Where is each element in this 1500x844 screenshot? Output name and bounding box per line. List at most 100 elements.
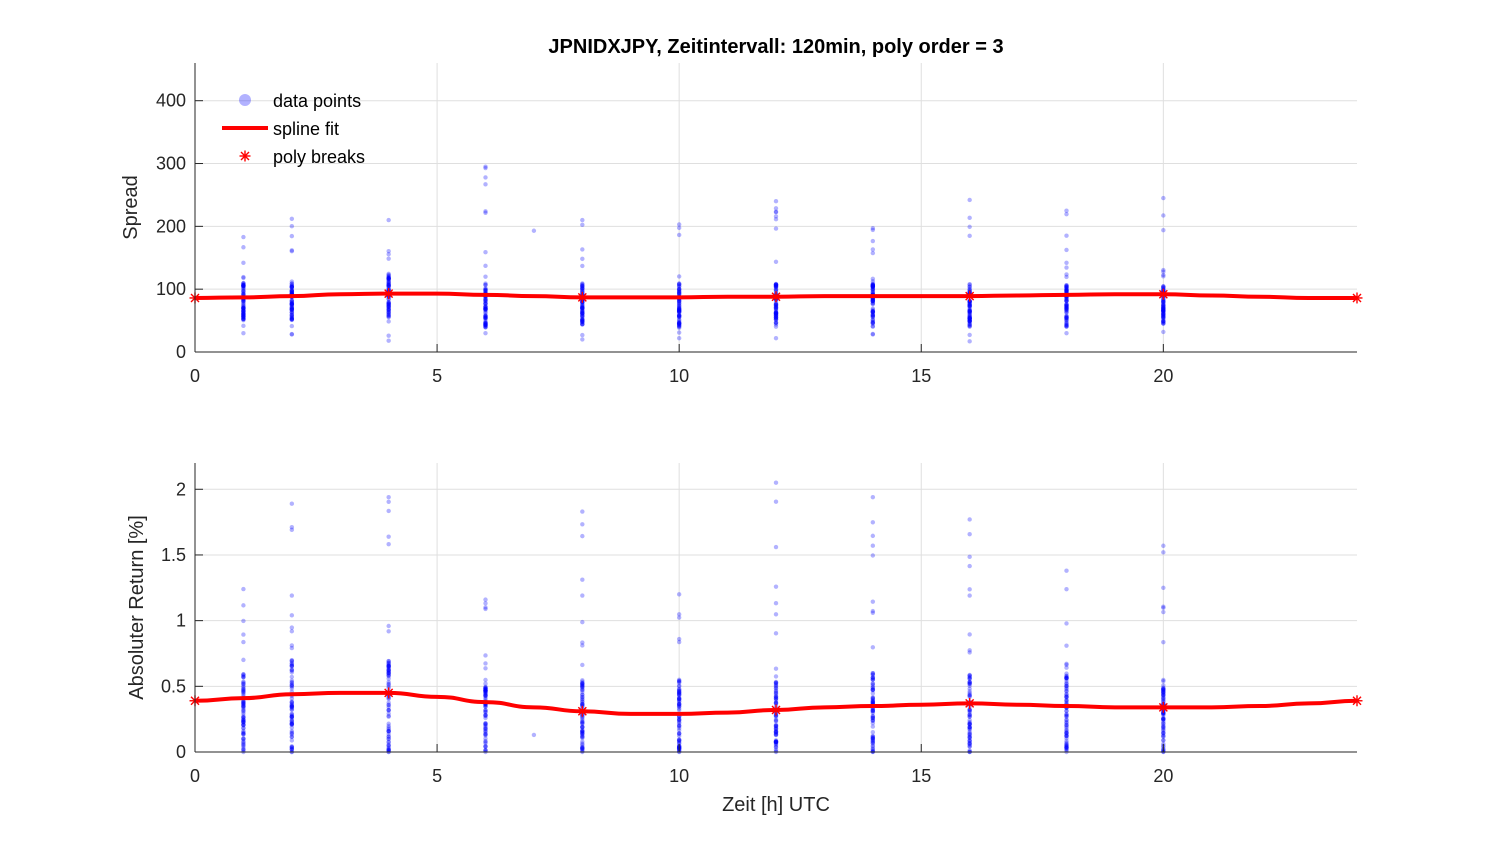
spread-data-point xyxy=(676,286,682,292)
spread-data-point xyxy=(676,232,682,238)
spread-data-point xyxy=(1064,285,1069,290)
return-data-point xyxy=(676,696,682,702)
spread-data-point xyxy=(773,284,779,290)
return-data-point xyxy=(241,681,246,687)
return-data-point xyxy=(870,747,876,752)
spread-data-point xyxy=(241,316,246,321)
spread-data-point xyxy=(1161,312,1166,317)
spread-data-point xyxy=(483,314,488,319)
return-data-point xyxy=(580,741,585,746)
spread-data-point xyxy=(241,311,246,317)
spread-data-point xyxy=(676,281,682,287)
spread-data-point xyxy=(870,297,876,303)
spread-data-point xyxy=(773,306,779,312)
return-data-point xyxy=(967,732,972,737)
return-data-point xyxy=(386,676,391,681)
return-data-point xyxy=(289,711,295,717)
spread-data-point xyxy=(483,314,488,319)
spread-data-point xyxy=(676,330,682,335)
spread-data-point xyxy=(967,322,972,328)
return-data-point xyxy=(1064,719,1069,725)
spread-data-point xyxy=(580,306,585,311)
spread-data-point xyxy=(870,313,876,318)
spread-data-point xyxy=(580,309,585,314)
return-data-point xyxy=(870,739,876,745)
return-data-point xyxy=(241,707,246,712)
return-data-point xyxy=(1064,714,1069,720)
return-data-point xyxy=(386,736,391,742)
return-data-point xyxy=(870,696,876,701)
return-data-point xyxy=(386,662,391,667)
spread-data-point xyxy=(1064,233,1069,238)
return-data-point xyxy=(580,703,585,708)
return-data-point xyxy=(773,722,779,727)
return-data-point xyxy=(289,704,295,710)
return-data-point xyxy=(676,737,682,743)
return-data-point xyxy=(386,494,391,500)
spread-data-point xyxy=(1161,306,1166,311)
spread-data-point xyxy=(241,281,246,286)
spread-data-point xyxy=(1161,311,1166,316)
return-data-point xyxy=(967,673,972,678)
spread-data-point xyxy=(967,309,972,314)
return-data-point xyxy=(386,668,391,673)
return-data-point xyxy=(580,689,585,694)
spread-data-point xyxy=(773,283,779,288)
spread-data-point xyxy=(967,339,972,344)
return-data-point xyxy=(773,679,779,685)
return-data-point xyxy=(386,665,391,670)
spread-data-point xyxy=(386,312,391,317)
return-data-point xyxy=(289,699,295,704)
return-data-point xyxy=(1064,678,1069,684)
return-data-point xyxy=(773,723,779,729)
return-data-point xyxy=(580,735,585,741)
return-data-point xyxy=(289,670,295,675)
spread-data-point xyxy=(241,313,246,318)
return-data-point xyxy=(967,734,972,739)
spread-data-point xyxy=(289,306,295,312)
return-data-point xyxy=(241,692,246,697)
spread-data-point xyxy=(870,310,876,315)
return-data-point xyxy=(386,713,391,719)
spread-data-point xyxy=(676,319,682,325)
return-data-point xyxy=(1064,684,1069,689)
spread-data-point xyxy=(967,310,972,315)
return-data-point xyxy=(870,608,876,614)
return-data-point xyxy=(289,667,295,672)
return-data-point xyxy=(1064,742,1069,748)
spread-data-point xyxy=(289,284,295,290)
spread-data-point xyxy=(580,321,585,327)
return-data-point xyxy=(967,735,972,740)
spread-data-point xyxy=(289,283,295,288)
return-data-point xyxy=(967,722,972,727)
return-data-point xyxy=(289,684,295,689)
return-data-point xyxy=(580,727,585,733)
spread-data-point xyxy=(241,288,246,294)
return-data-point xyxy=(386,740,391,745)
return-data-point xyxy=(773,544,779,550)
spread-data-point xyxy=(483,288,488,294)
return-data-point xyxy=(289,527,295,533)
spread-data-point xyxy=(1161,314,1166,320)
return-data-point xyxy=(483,687,488,692)
spread-data-point xyxy=(676,306,682,311)
spread-data-point xyxy=(241,291,246,296)
spread-data-point xyxy=(870,317,876,323)
spread-data-point xyxy=(386,314,391,319)
return-data-point xyxy=(386,663,391,669)
spread-data-point xyxy=(580,319,585,324)
return-data-point xyxy=(241,730,246,735)
return-data-point xyxy=(289,721,295,726)
spread-data-point xyxy=(967,303,972,309)
spread-data-point xyxy=(870,310,876,315)
return-data-point xyxy=(241,690,246,696)
return-data-point xyxy=(1064,712,1069,717)
return-data-point xyxy=(676,706,682,711)
return-data-point xyxy=(241,741,246,746)
return-data-point xyxy=(676,677,682,682)
return-poly-break-marker xyxy=(1351,695,1363,707)
spread-data-point xyxy=(967,316,972,321)
spread-data-point xyxy=(773,302,779,307)
return-data-point xyxy=(241,742,246,748)
spread-data-point xyxy=(241,283,246,288)
